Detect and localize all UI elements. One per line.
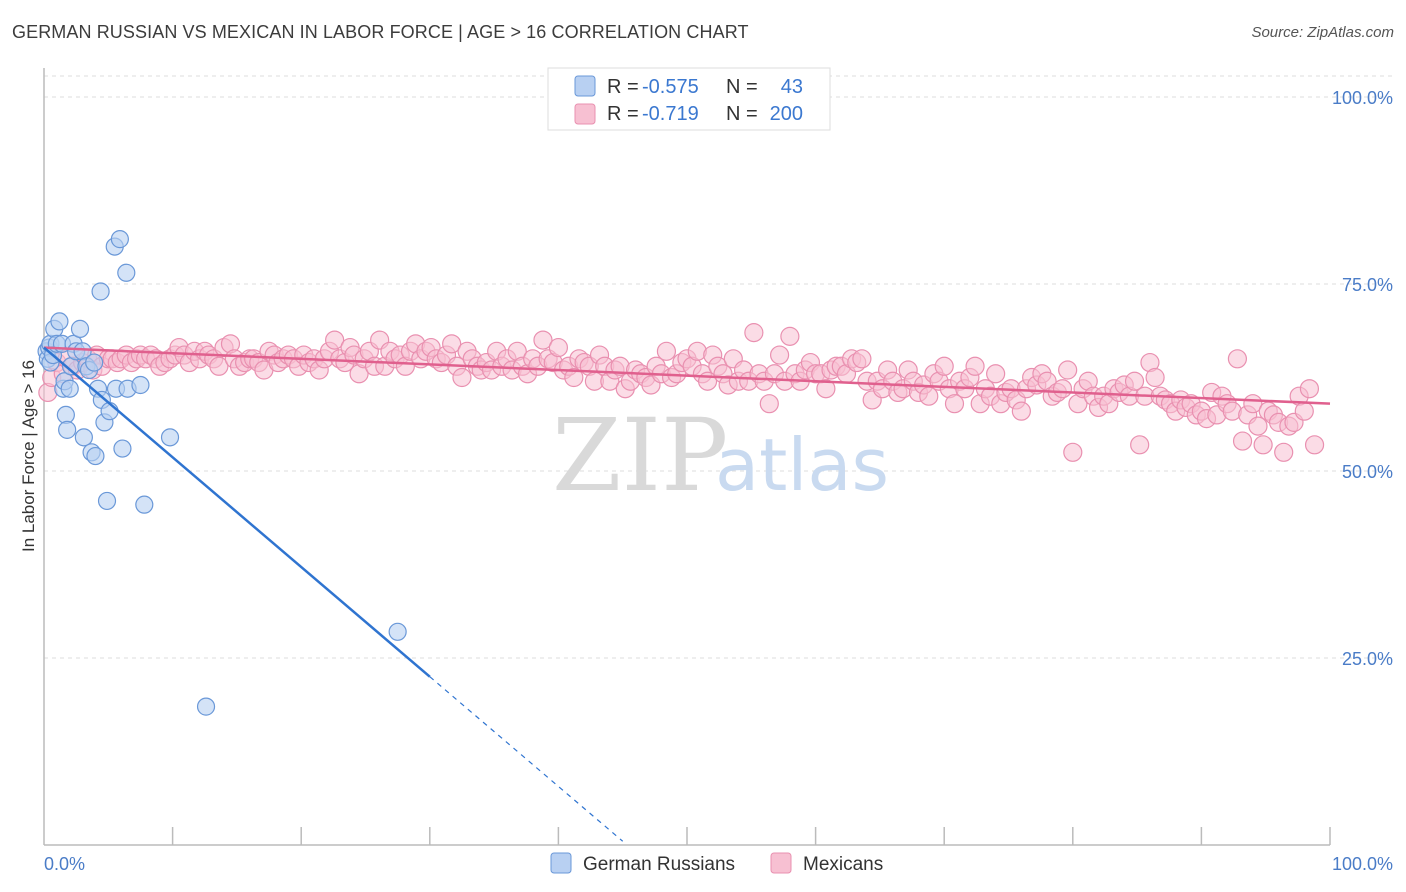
y-tick-label-50: 50.0% — [1342, 462, 1393, 482]
german-russians-point-34 — [110, 230, 129, 249]
bottom-legend: German Russians Mexicans — [550, 852, 883, 875]
legend: R = -0.575 N = 43 R = -0.719 N = 200 — [547, 67, 831, 131]
y-tick-label-100: 100.0% — [1332, 88, 1393, 108]
watermark-atlas: atlas — [715, 423, 889, 507]
mexicans-point-140 — [744, 323, 764, 343]
chart-title: GERMAN RUSSIAN VS MEXICAN IN LABOR FORCE… — [12, 22, 749, 42]
mexicans-point-243 — [1274, 442, 1294, 462]
x-tick-label-min: 0.0% — [44, 854, 85, 874]
mexicans-point-201 — [1058, 360, 1078, 380]
bottom-legend-label-mexicans: Mexicans — [803, 854, 883, 875]
mexicans-point-247 — [1294, 401, 1314, 421]
mexicans-point-200 — [1052, 379, 1073, 399]
german-russians-point-40 — [160, 428, 180, 447]
legend-r-label-1: R = — [607, 76, 639, 98]
mexicans-point-143 — [759, 394, 779, 414]
german-russians-points — [37, 230, 407, 716]
german-russians-point-35 — [113, 439, 132, 458]
german-russians-trend-line — [43, 346, 431, 678]
mexicans-point-145 — [769, 345, 790, 365]
german-russians-point-20 — [74, 428, 93, 447]
german-russians-point-13 — [58, 420, 77, 439]
german-russians-point-38 — [131, 375, 150, 395]
legend-n-value-1: 43 — [781, 76, 803, 98]
legend-r-label-2: R = — [607, 103, 639, 125]
mexicans-point-179 — [944, 394, 965, 414]
german-russians-point-27 — [91, 282, 110, 301]
y-tick-labels: 25.0% 50.0% 75.0% 100.0% — [1332, 88, 1393, 669]
mexicans-point-202 — [1063, 442, 1083, 462]
chart-source: Source: ZipAtlas.com — [1251, 24, 1394, 41]
german-russians-point-42 — [388, 622, 407, 641]
legend-n-value-2: 200 — [770, 103, 803, 125]
legend-n-label-1: N = — [726, 76, 758, 98]
german-russians-point-25 — [86, 446, 105, 466]
german-russians-point-36 — [117, 263, 136, 282]
german-russians-point-12 — [56, 405, 75, 424]
mexicans-point-161 — [852, 349, 872, 369]
mexicans-point-147 — [780, 326, 800, 346]
german-russians-point-24 — [85, 353, 104, 372]
mexicans-point-235 — [1232, 431, 1253, 451]
mexicans-point-238 — [1248, 416, 1268, 436]
german-russians-point-31 — [100, 402, 119, 421]
legend-swatch-pink — [574, 103, 596, 125]
y-tick-label-75: 75.0% — [1342, 275, 1393, 295]
mexicans-point-123 — [656, 341, 677, 361]
legend-r-value-2: -0.719 — [642, 103, 699, 125]
x-tick-label-max: 100.0% — [1332, 854, 1393, 874]
mexicans-point-248 — [1299, 379, 1320, 399]
german-russians-point-14 — [60, 379, 79, 398]
mexicans-point-187 — [986, 364, 1006, 384]
mexicans-point-58 — [325, 330, 345, 350]
german-russians-point-41 — [196, 697, 216, 716]
mexicans-point-239 — [1253, 435, 1273, 455]
mexicans-point-192 — [1011, 401, 1031, 421]
mexicans-point-249 — [1304, 435, 1325, 455]
mexicans-point-81 — [442, 334, 462, 354]
x-ticks — [171, 827, 1331, 845]
mexicans-point-154 — [816, 379, 836, 399]
bottom-legend-swatch-pink — [770, 852, 792, 874]
bottom-legend-swatch-blue — [550, 852, 572, 874]
legend-r-value-1: -0.575 — [642, 76, 699, 98]
y-tick-label-25: 25.0% — [1342, 649, 1393, 669]
trend-lines — [43, 346, 1331, 842]
german-russians-point-18 — [70, 319, 90, 338]
mexicans-point-214 — [1124, 371, 1145, 391]
german-russians-trend-extension — [429, 676, 624, 842]
legend-swatch-blue — [574, 75, 596, 97]
german-russians-point-39 — [135, 495, 154, 514]
mexicans-point-234 — [1227, 349, 1248, 369]
mexicans-point-183 — [965, 356, 985, 376]
watermark: ZIP atlas — [552, 397, 889, 514]
bottom-legend-label-german-russians: German Russians — [583, 854, 735, 875]
german-russians-point-30 — [97, 491, 117, 511]
mexicans-point-215 — [1130, 435, 1150, 455]
legend-n-label-2: N = — [726, 103, 758, 125]
mexicans-point-83 — [452, 367, 472, 388]
watermark-zip: ZIP — [552, 397, 728, 514]
mexicans-point-177 — [934, 356, 954, 376]
german-russians-point-8 — [50, 312, 69, 331]
y-axis-label: In Labor Force | Age > 16 — [19, 360, 38, 552]
mexicans-point-35 — [209, 356, 229, 376]
mexicans-point-218 — [1145, 367, 1165, 388]
mexicans-point-102 — [548, 337, 569, 358]
mexicans-point-105 — [564, 367, 584, 388]
mexicans-trend-line — [43, 346, 1331, 405]
mexicans-point-99 — [533, 330, 553, 350]
